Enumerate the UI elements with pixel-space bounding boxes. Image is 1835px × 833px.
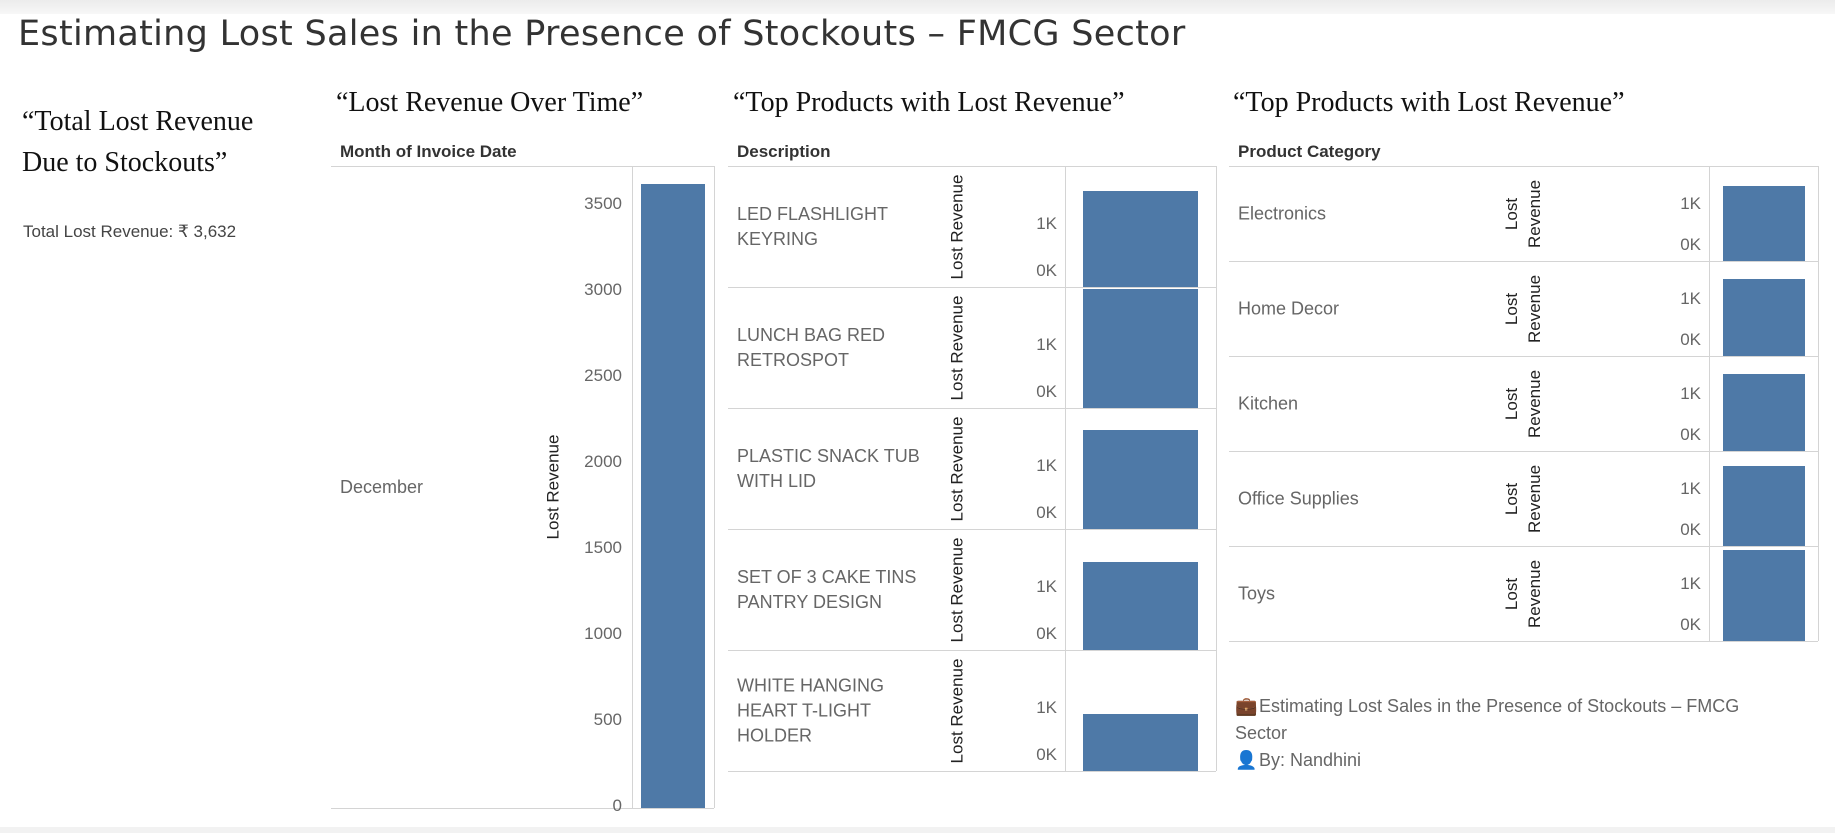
category-tick-low: 0K [1680, 425, 1701, 444]
time-bar-december[interactable] [641, 183, 705, 808]
category-bar[interactable] [1723, 466, 1805, 546]
category-row-label: Kitchen [1238, 393, 1299, 413]
time-tick-label: 2500 [584, 366, 622, 386]
category-row-label: Home Decor [1238, 298, 1340, 318]
category-header-divider [1229, 166, 1818, 167]
product-row-label: SET OF 3 CAKE TINS PANTRY DESIGN [737, 566, 917, 612]
footer-credits: 💼Estimating Lost Sales in the Presence o… [1235, 693, 1795, 774]
product-tick-high: 1K [1036, 214, 1057, 233]
category-tick-high: 1K [1680, 479, 1701, 498]
category-row-divider [1229, 546, 1818, 547]
product-row-divider [728, 771, 1216, 772]
footer-author-text: By: Nandhini [1259, 750, 1362, 770]
top-toolbar-strip [0, 0, 1835, 14]
product-axis-title: Lost Revenue [947, 295, 967, 400]
product-right-border [1216, 166, 1217, 771]
product-axis-title: Lost Revenue [947, 416, 967, 521]
category-tick-low: 0K [1680, 235, 1701, 254]
category-row-label: Toys [1238, 583, 1276, 603]
time-tick-label: 500 [593, 710, 622, 730]
product-row-divider [728, 529, 1216, 530]
category-tick-high: 1K [1680, 194, 1701, 213]
product-bar[interactable] [1083, 289, 1198, 408]
time-tick-label: 3000 [584, 280, 622, 300]
product-tick-low: 0K [1036, 261, 1057, 280]
footer-project-text: Estimating Lost Sales in the Presence of… [1235, 696, 1740, 743]
footer-project-line: 💼Estimating Lost Sales in the Presence o… [1235, 693, 1795, 747]
product-tick-high: 1K [1036, 577, 1057, 596]
kpi-title: “Total Lost Revenue Due to Stockouts” [22, 106, 254, 178]
product-row-divider [728, 287, 1216, 288]
product-axis-title: Lost Revenue [947, 174, 967, 279]
person-icon: 👤 [1235, 750, 1258, 770]
category-tick-high: 1K [1680, 384, 1701, 403]
category-bar[interactable] [1723, 550, 1805, 641]
product-axis-title: Lost Revenue [947, 537, 967, 642]
time-tick-label: 2000 [584, 452, 622, 472]
time-tick-label: 1000 [584, 624, 622, 644]
category-row-divider [1229, 641, 1818, 642]
time-category-label: December [340, 477, 424, 497]
product-bar[interactable] [1083, 190, 1198, 287]
category-bar[interactable] [1723, 278, 1805, 356]
time-bottom-border [331, 808, 714, 809]
product-bar[interactable] [1083, 714, 1198, 771]
briefcase-icon: 💼 [1235, 696, 1258, 716]
category-axis-title: Lost Revenue [1502, 274, 1544, 343]
product-tick-high: 1K [1036, 698, 1057, 717]
category-tick-low: 0K [1680, 615, 1701, 634]
category-row-divider [1229, 261, 1818, 262]
product-tick-low: 0K [1036, 503, 1057, 522]
product-tick-low: 0K [1036, 382, 1057, 401]
product-row-divider [728, 408, 1216, 409]
product-row-label: PLASTIC SNACK TUB WITH LID [737, 445, 920, 491]
product-axis-line [1065, 166, 1066, 771]
category-axis-title: Lost Revenue [1502, 369, 1544, 438]
product-header-divider [728, 166, 1216, 167]
product-row-divider [728, 650, 1216, 651]
category-row-label: Electronics [1238, 203, 1327, 223]
category-bar[interactable] [1723, 185, 1805, 261]
category-axis-title: Lost Revenue [1502, 179, 1544, 248]
product-chart-title: “Top Products with Lost Revenue” [733, 87, 1125, 118]
product-row-label: LED FLASHLIGHT KEYRING [737, 203, 888, 249]
product-row-label: LUNCH BAG RED RETROSPOT [737, 324, 886, 370]
product-axis-title: Lost Revenue [947, 658, 967, 763]
product-tick-low: 0K [1036, 624, 1057, 643]
time-tick-label: 3500 [584, 194, 622, 214]
time-tick-label: 1500 [584, 538, 622, 558]
product-tick-high: 1K [1036, 456, 1057, 475]
time-axis-title: Lost Revenue [543, 434, 563, 540]
category-axis-title: Lost Revenue [1502, 464, 1544, 533]
category-row-divider [1229, 356, 1818, 357]
category-right-border [1818, 166, 1819, 641]
category-axis-title: Lost Revenue [1502, 559, 1544, 628]
category-bar[interactable] [1723, 373, 1805, 451]
product-tick-high: 1K [1036, 335, 1057, 354]
category-column-header: Product Category [1238, 142, 1381, 161]
time-chart-title: “Lost Revenue Over Time” [336, 87, 644, 118]
time-right-border [714, 166, 715, 808]
time-tick-label: 0 [612, 796, 622, 815]
category-tick-high: 1K [1680, 289, 1701, 308]
bottom-strip [0, 827, 1835, 833]
time-axis-line [632, 166, 633, 808]
category-row-divider [1229, 451, 1818, 452]
product-column-header: Description [737, 142, 831, 161]
category-tick-low: 0K [1680, 330, 1701, 349]
product-row-label: WHITE HANGING HEART T-LIGHT HOLDER [737, 675, 884, 745]
dashboard-title: Estimating Lost Sales in the Presence of… [18, 14, 1186, 54]
category-chart-title: “Top Products with Lost Revenue” [1233, 87, 1625, 118]
product-bar[interactable] [1083, 429, 1198, 529]
product-bar[interactable] [1083, 562, 1198, 650]
category-row-label: Office Supplies [1238, 488, 1359, 508]
category-tick-high: 1K [1680, 574, 1701, 593]
time-header-divider [331, 166, 714, 167]
category-axis-line [1709, 166, 1710, 641]
product-tick-low: 0K [1036, 745, 1057, 764]
time-column-header: Month of Invoice Date [340, 142, 517, 161]
category-tick-low: 0K [1680, 520, 1701, 539]
kpi-total-lost-revenue: Total Lost Revenue: ₹ 3,632 [23, 222, 237, 241]
footer-author-line: 👤By: Nandhini [1235, 747, 1795, 774]
